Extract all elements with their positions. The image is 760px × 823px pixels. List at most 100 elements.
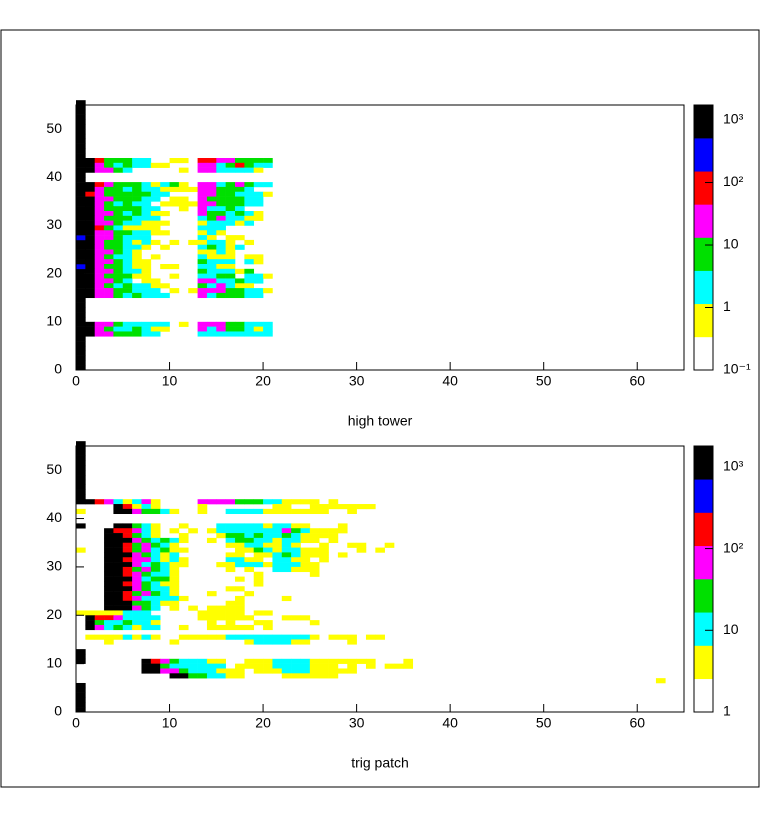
cell — [113, 167, 124, 173]
cell — [141, 264, 152, 270]
cell — [76, 326, 86, 332]
cell — [104, 624, 114, 631]
cell — [206, 591, 217, 597]
cell — [225, 615, 236, 621]
cell — [132, 158, 142, 164]
cell — [206, 186, 217, 193]
cell — [309, 668, 320, 674]
cell — [197, 673, 208, 679]
cell — [235, 321, 245, 327]
cell — [206, 326, 217, 332]
y-tick-label: 0 — [54, 703, 62, 719]
cell — [309, 620, 320, 626]
cell — [225, 331, 236, 337]
cell — [216, 162, 226, 168]
cell — [216, 264, 226, 270]
cell — [225, 562, 236, 568]
cell — [150, 211, 161, 217]
cell — [197, 186, 208, 193]
cell — [225, 586, 236, 592]
cell — [113, 162, 124, 168]
cell — [178, 533, 189, 539]
cell — [291, 528, 301, 534]
cell — [403, 663, 414, 669]
cell — [160, 595, 170, 602]
cell — [319, 557, 329, 563]
x-tick-label: 50 — [536, 373, 552, 389]
cell — [244, 283, 255, 289]
cell — [253, 254, 264, 260]
palette-band — [694, 479, 713, 513]
cell — [244, 508, 255, 515]
cell — [150, 504, 161, 510]
cell — [76, 254, 86, 260]
cell — [76, 460, 86, 466]
cell — [235, 235, 245, 241]
cell — [216, 254, 226, 260]
cell — [150, 225, 161, 231]
cell — [141, 508, 152, 515]
cell — [197, 508, 208, 515]
cell — [122, 186, 133, 193]
cell — [150, 663, 161, 669]
cell — [225, 624, 236, 631]
cell — [76, 273, 86, 279]
cell — [150, 562, 161, 568]
cell — [253, 571, 264, 577]
cell — [328, 504, 339, 510]
cell — [122, 167, 133, 173]
cell — [300, 668, 311, 674]
cell — [216, 249, 226, 255]
cell — [150, 326, 161, 332]
cell — [122, 523, 133, 529]
cell — [132, 504, 142, 510]
cell — [160, 186, 170, 193]
cell — [337, 523, 348, 529]
cell — [76, 307, 86, 313]
cell — [94, 264, 105, 270]
cell — [160, 586, 170, 592]
cell — [85, 278, 96, 284]
cell — [85, 624, 96, 631]
cell — [141, 196, 152, 202]
cell — [216, 321, 226, 327]
cell — [206, 273, 217, 279]
cell — [328, 658, 339, 664]
cell — [141, 566, 152, 573]
cell — [94, 196, 105, 202]
cell — [244, 591, 255, 597]
cell — [263, 634, 273, 640]
cell — [76, 450, 86, 456]
cell — [150, 624, 161, 631]
cell — [141, 158, 152, 164]
cell — [328, 537, 339, 544]
cell — [206, 167, 217, 173]
cell — [76, 658, 86, 664]
cell — [253, 201, 264, 207]
cell — [272, 634, 283, 640]
cell — [76, 215, 86, 221]
cell — [104, 201, 114, 207]
cell — [216, 658, 226, 664]
cell — [291, 523, 301, 529]
cell — [235, 278, 245, 284]
cell — [235, 557, 245, 563]
cell — [141, 528, 152, 534]
cell — [197, 162, 208, 168]
cell — [132, 191, 142, 197]
cell — [169, 542, 180, 548]
cell — [113, 201, 124, 207]
cell — [141, 504, 152, 510]
cell — [113, 331, 124, 337]
x-axis-title: high tower — [348, 413, 413, 429]
x-tick-label: 60 — [629, 373, 645, 389]
cell — [122, 220, 133, 226]
cell — [76, 133, 86, 140]
cell — [225, 326, 236, 332]
cell — [197, 249, 208, 255]
cell — [197, 663, 208, 669]
cell — [244, 254, 255, 260]
cell — [132, 566, 142, 573]
cell — [244, 186, 255, 193]
